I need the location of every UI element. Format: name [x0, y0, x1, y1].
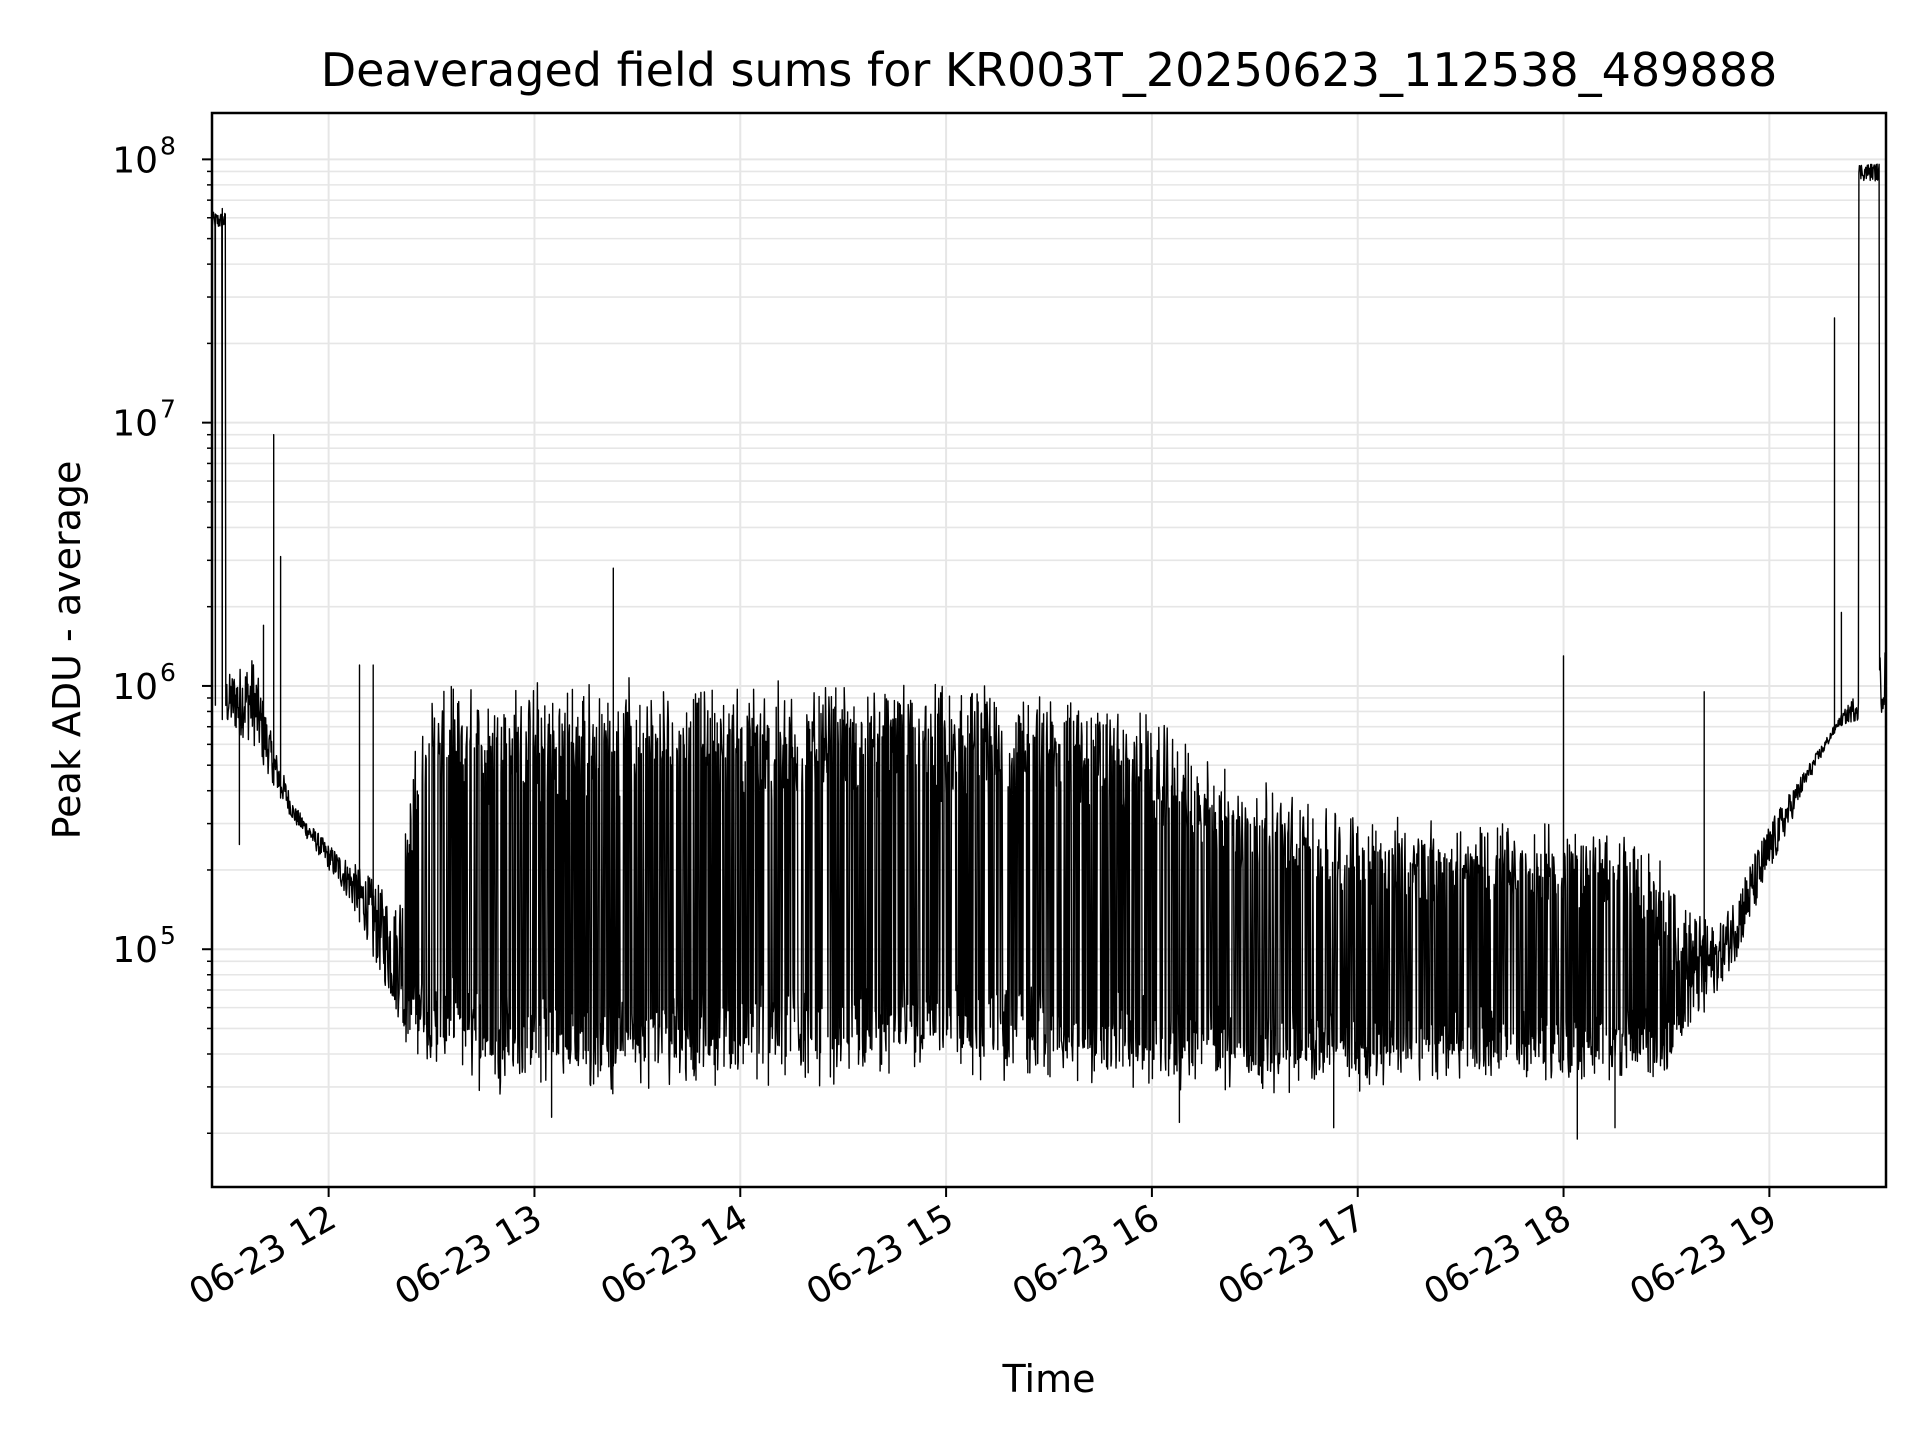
y-tick-exponent: 8: [160, 131, 176, 160]
y-tick-exponent: 6: [160, 658, 176, 687]
y-tick-label: 10: [112, 930, 158, 971]
chart-title: Deaveraged field sums for KR003T_2025062…: [321, 43, 1777, 97]
plot-area: [211, 163, 1887, 1140]
y-tick-exponent: 7: [160, 395, 176, 424]
y-tick-label: 10: [112, 667, 158, 708]
x-axis-label: Time: [1002, 1357, 1096, 1401]
plot-frame: [210, 111, 1888, 1189]
y-tick-label: 10: [112, 404, 158, 445]
series-line: [211, 163, 1887, 1140]
y-tick-label: 10: [112, 140, 158, 181]
y-axis-label: Peak ADU - average: [45, 461, 89, 840]
y-tick-exponent: 5: [160, 921, 176, 950]
